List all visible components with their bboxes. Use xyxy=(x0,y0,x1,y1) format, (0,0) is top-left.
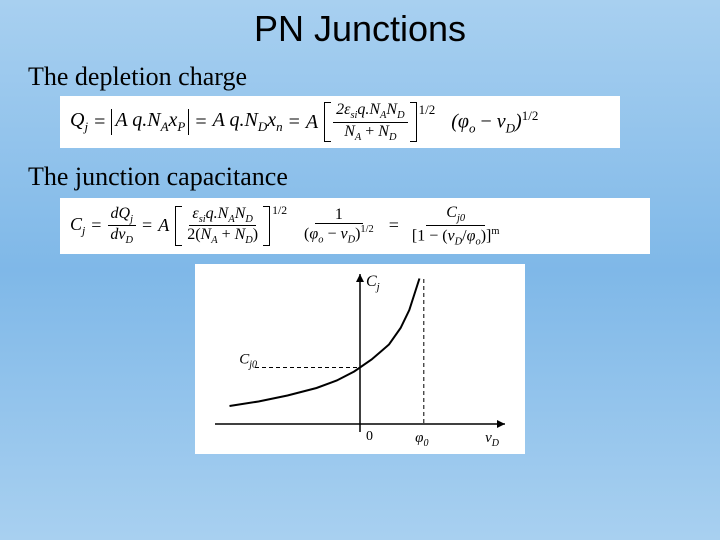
svg-text:0: 0 xyxy=(366,429,373,444)
capacitance-graph: Cj Cj0 0 φ0 νD xyxy=(195,264,525,454)
equation-depletion-charge: Qj = A q.NAxP = A q.NDxn = A 2εsiq.NAND … xyxy=(60,96,620,148)
svg-text:Cj: Cj xyxy=(366,273,380,293)
subheading-depletion-charge: The depletion charge xyxy=(0,62,720,92)
page-title: PN Junctions xyxy=(0,0,720,56)
svg-text:φ0: φ0 xyxy=(415,430,428,449)
svg-text:νD: νD xyxy=(485,430,500,449)
subheading-junction-capacitance: The junction capacitance xyxy=(0,162,720,192)
equation-junction-capacitance: Cj = dQj dνD = A εsiq.NAND 2(NA + ND) 1/… xyxy=(60,198,650,254)
svg-text:Cj0: Cj0 xyxy=(239,351,257,370)
